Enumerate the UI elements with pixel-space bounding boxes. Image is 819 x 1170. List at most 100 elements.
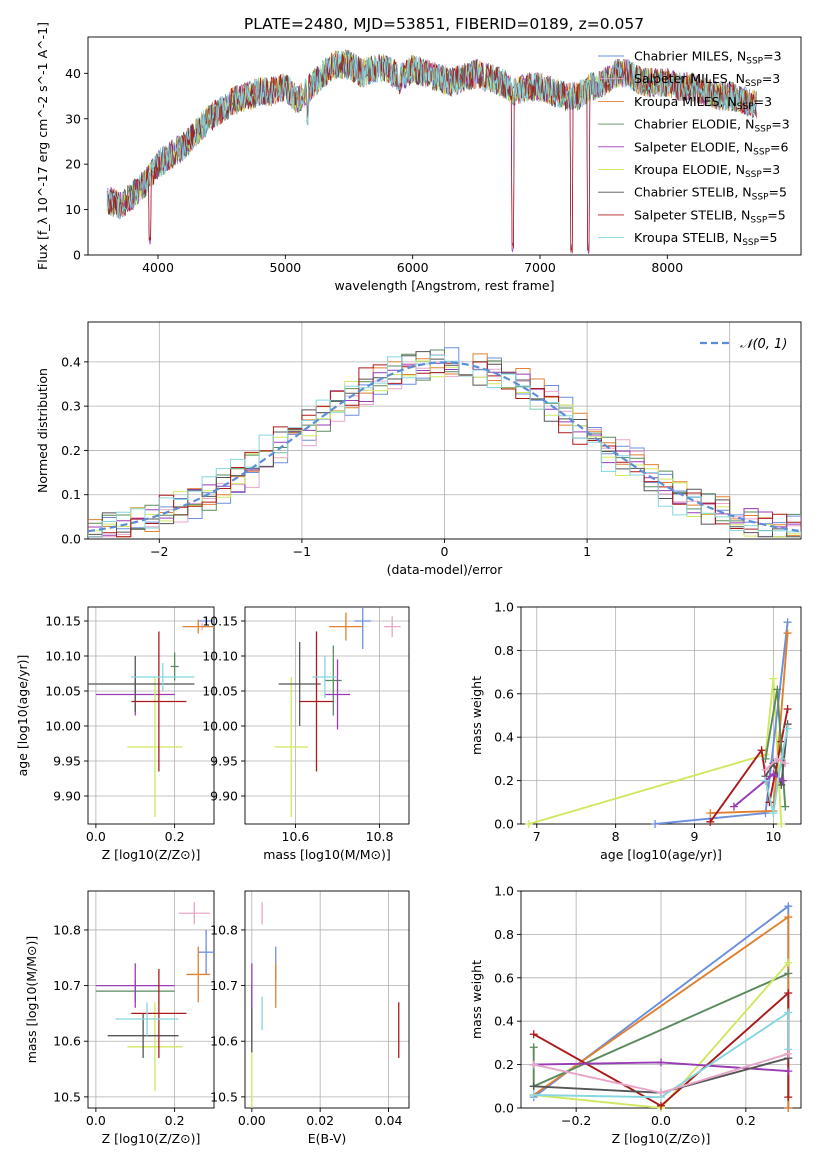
data-point: [324, 659, 351, 730]
series-marker: [773, 754, 782, 763]
x-tick-label: 10.8: [366, 829, 394, 844]
y-tick-label: 10.05: [45, 684, 81, 699]
series-marker: [529, 1043, 538, 1052]
series-line: [764, 728, 789, 814]
y-tick-label: 0.6: [494, 686, 514, 701]
data-point: [115, 1002, 179, 1036]
plot-frame: [520, 606, 802, 825]
series-marker: [761, 754, 770, 763]
series-marker: [783, 618, 792, 627]
data-point: [324, 645, 342, 716]
y-tick-label: 10.05: [202, 684, 238, 699]
x-tick-label: 0.2: [165, 1113, 185, 1128]
series-marker: [781, 759, 790, 768]
plot-frame: [87, 890, 215, 1109]
weight-vs-metallicity-panel: −0.2 0.0 0.2 0.0 0.2 0.4 0.6 0.8 1.0 Z [log10(Z/Z…: [469, 884, 802, 1146]
y-tick-label: 0.8: [494, 927, 514, 942]
x-tick-label: −0.2: [561, 1113, 591, 1128]
y-tick-label: 10.15: [202, 614, 238, 629]
y-tick-label: 9.90: [53, 789, 81, 804]
series-marker: [784, 1093, 793, 1102]
series-marker: [769, 674, 778, 683]
data-point: [131, 968, 187, 1058]
x-axis-label: wavelength [Angstrom, rest frame]: [334, 278, 554, 293]
data-point: [383, 616, 401, 638]
legend-entry: Salpeter MILES, NSSP=3: [634, 71, 780, 89]
series-marker: [784, 913, 793, 922]
y-tick-label: 9.90: [210, 789, 238, 804]
data-point: [131, 631, 187, 772]
y-tick-label: 10.00: [202, 719, 238, 734]
series-marker: [784, 969, 793, 978]
legend-entry: Kroupa MILES, NSSP=3: [634, 94, 772, 112]
y-axis-label: mass [log10(M/M⊙)]: [24, 936, 39, 1064]
series-marker: [784, 1104, 793, 1112]
y-tick-label: 0.8: [494, 643, 514, 658]
x-tick-label: 0.02: [306, 1113, 334, 1128]
x-tick-label: 8: [612, 829, 620, 844]
data-point: [299, 631, 334, 772]
x-axis-label: Z [log10(Z/Z⊙)]: [102, 1131, 201, 1146]
plot-frame: [87, 36, 802, 256]
series-line: [533, 1010, 790, 1099]
series-marker: [784, 988, 793, 997]
y-tick-label: 10.10: [45, 649, 81, 664]
data-point: [278, 642, 321, 726]
x-tick-label: 4000: [142, 260, 174, 275]
series-marker: [778, 776, 787, 785]
legend-entry: Kroupa ELODIE, NSSP=3: [634, 162, 780, 180]
mass-vs-metallicity-panel: 0.0 0.2 10.5 10.6 10.7 10.8 Z [log10(Z/Z⊙)] mas…: [24, 890, 215, 1146]
series-marker: [769, 809, 778, 818]
x-tick-label: 2: [726, 544, 734, 559]
y-tick-label: 10.6: [210, 1034, 238, 1049]
legend-entry: Chabrier STELIB, NSSP=5: [634, 185, 787, 203]
series-line: [533, 961, 790, 1108]
y-tick-label: 0.4: [61, 354, 81, 369]
x-axis-label: mass [log10(M/M⊙)]: [263, 847, 391, 862]
data-point: [312, 656, 338, 698]
y-tick-label: 0.2: [61, 443, 81, 458]
histogram-step: [88, 354, 801, 538]
legend-entry: Kroupa STELIB, NSSP=5: [634, 230, 778, 248]
x-axis-label: Z [log10(Z/Z⊙)]: [102, 847, 201, 862]
x-tick-label: 0.0: [86, 1113, 106, 1128]
series-marker: [777, 780, 786, 789]
y-tick-label: 0.4: [494, 1014, 514, 1029]
x-tick-label: 0: [441, 544, 449, 559]
series-marker: [784, 1049, 793, 1058]
y-axis-label: Normed distribution: [35, 368, 50, 493]
x-axis-label: E(B-V): [308, 1131, 347, 1146]
series-marker: [784, 1067, 793, 1076]
y-tick-label: 9.95: [210, 754, 238, 769]
series-marker: [529, 1082, 538, 1091]
y-tick-label: 10.00: [45, 719, 81, 734]
y-tick-label: 0.1: [61, 487, 81, 502]
series-marker: [781, 802, 790, 811]
series-marker: [657, 1058, 665, 1067]
y-axis-label: Flux [f_λ 10^-17 erg cm^-2 s^-1 A^-1]: [35, 22, 50, 270]
age-vs-metallicity-panel: 0.0 0.2 9.90 9.95 10.00 10.05 10.10 10.15 Z [log…: [15, 606, 215, 862]
y-tick-label: 0.0: [61, 532, 81, 547]
data-point: [329, 612, 363, 641]
x-tick-label: 0.0: [651, 1113, 671, 1128]
mass-vs-ebv-panel: 0.00 0.02 0.04 10.5 10.6 10.7 10.8 E(B-V): [210, 890, 410, 1146]
y-tick-label: 10: [65, 202, 81, 217]
y-tick-label: 0.0: [494, 817, 514, 832]
series-marker: [706, 817, 715, 826]
series-marker: [757, 746, 766, 755]
y-tick-label: 10.5: [53, 1089, 81, 1104]
series-marker: [784, 902, 793, 911]
y-tick-label: 10.10: [202, 649, 238, 664]
series-marker: [769, 770, 778, 779]
y-tick-label: 0.2: [494, 1057, 514, 1072]
spectrum-line: [106, 50, 757, 220]
y-axis-label: mass weight: [469, 676, 484, 755]
data-point: [198, 617, 214, 625]
x-tick-label: 5000: [269, 260, 301, 275]
normal-curve: [88, 361, 801, 533]
series-marker: [783, 724, 792, 733]
x-tick-label: 7: [533, 829, 541, 844]
x-tick-label: −2: [150, 544, 168, 559]
x-axis-label: (data-model)/error: [387, 562, 504, 577]
